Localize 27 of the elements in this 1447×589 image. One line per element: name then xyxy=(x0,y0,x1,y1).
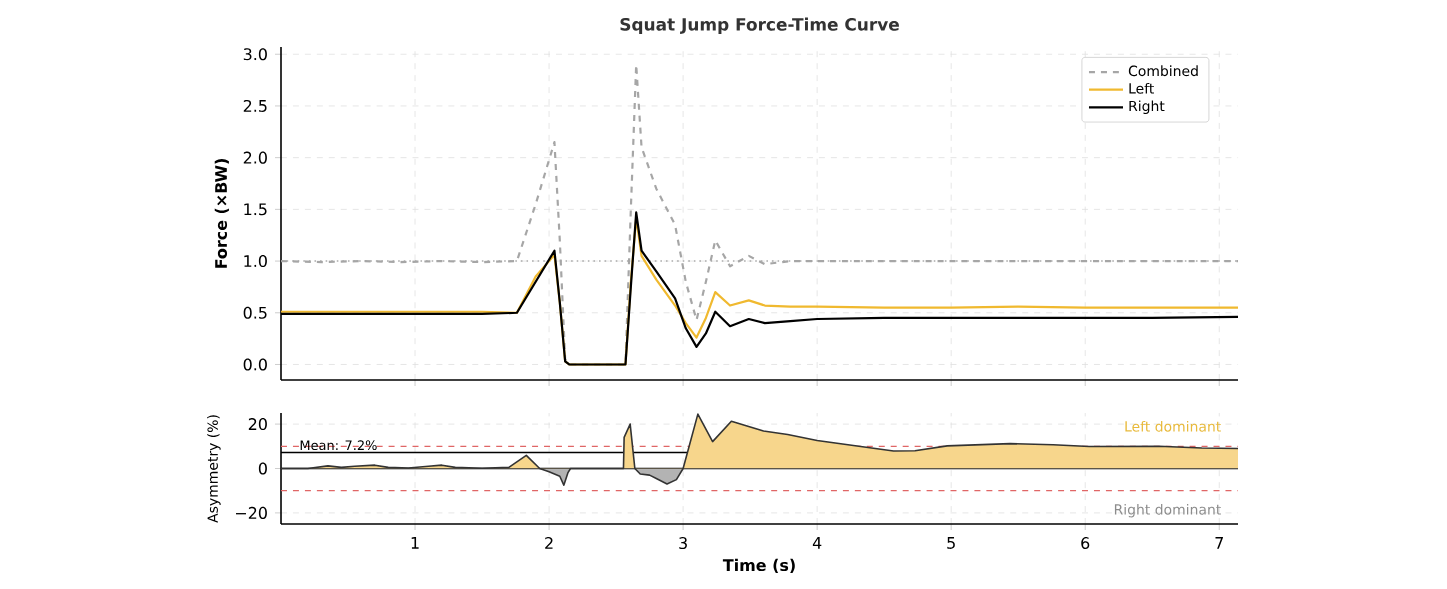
y-tick-label: 2.0 xyxy=(243,151,267,164)
y-tick-label: 1.5 xyxy=(244,203,267,216)
x-tick-label: 4 xyxy=(812,537,822,549)
annotation: Right dominant xyxy=(1114,503,1221,518)
legend-label: Right xyxy=(1129,100,1165,114)
legend-label: Left xyxy=(1129,82,1154,94)
y-tick-label: 0 xyxy=(258,462,267,475)
x-tick-label: 1 xyxy=(411,537,419,549)
y-axis-title: Force (×BW) xyxy=(214,159,229,268)
x-tick-label: 2 xyxy=(545,537,553,549)
annotation: Left dominant xyxy=(1125,420,1221,432)
x-tick-label: 7 xyxy=(1215,537,1223,549)
x-tick-label: 5 xyxy=(947,537,955,549)
ref-line-label: Mean: 7.2% xyxy=(300,440,377,451)
y-axis-title: Asymmetry (%) xyxy=(207,415,221,523)
y-tick-label: 1.0 xyxy=(244,255,267,268)
legend-label: Combined xyxy=(1128,65,1198,77)
y-tick-label: −20 xyxy=(236,506,267,519)
x-tick-label: 6 xyxy=(1081,537,1090,550)
y-tick-label: 20 xyxy=(248,418,267,431)
y-tick-label: 3.0 xyxy=(243,48,267,61)
y-tick-label: 0.0 xyxy=(243,358,267,371)
y-tick-label: 0.5 xyxy=(243,306,267,319)
x-axis-title: Time (s) xyxy=(722,558,795,573)
y-tick-label: 2.5 xyxy=(243,99,267,112)
chart-title: Squat Jump Force-Time Curve xyxy=(620,17,899,35)
x-tick-label: 3 xyxy=(679,537,687,550)
